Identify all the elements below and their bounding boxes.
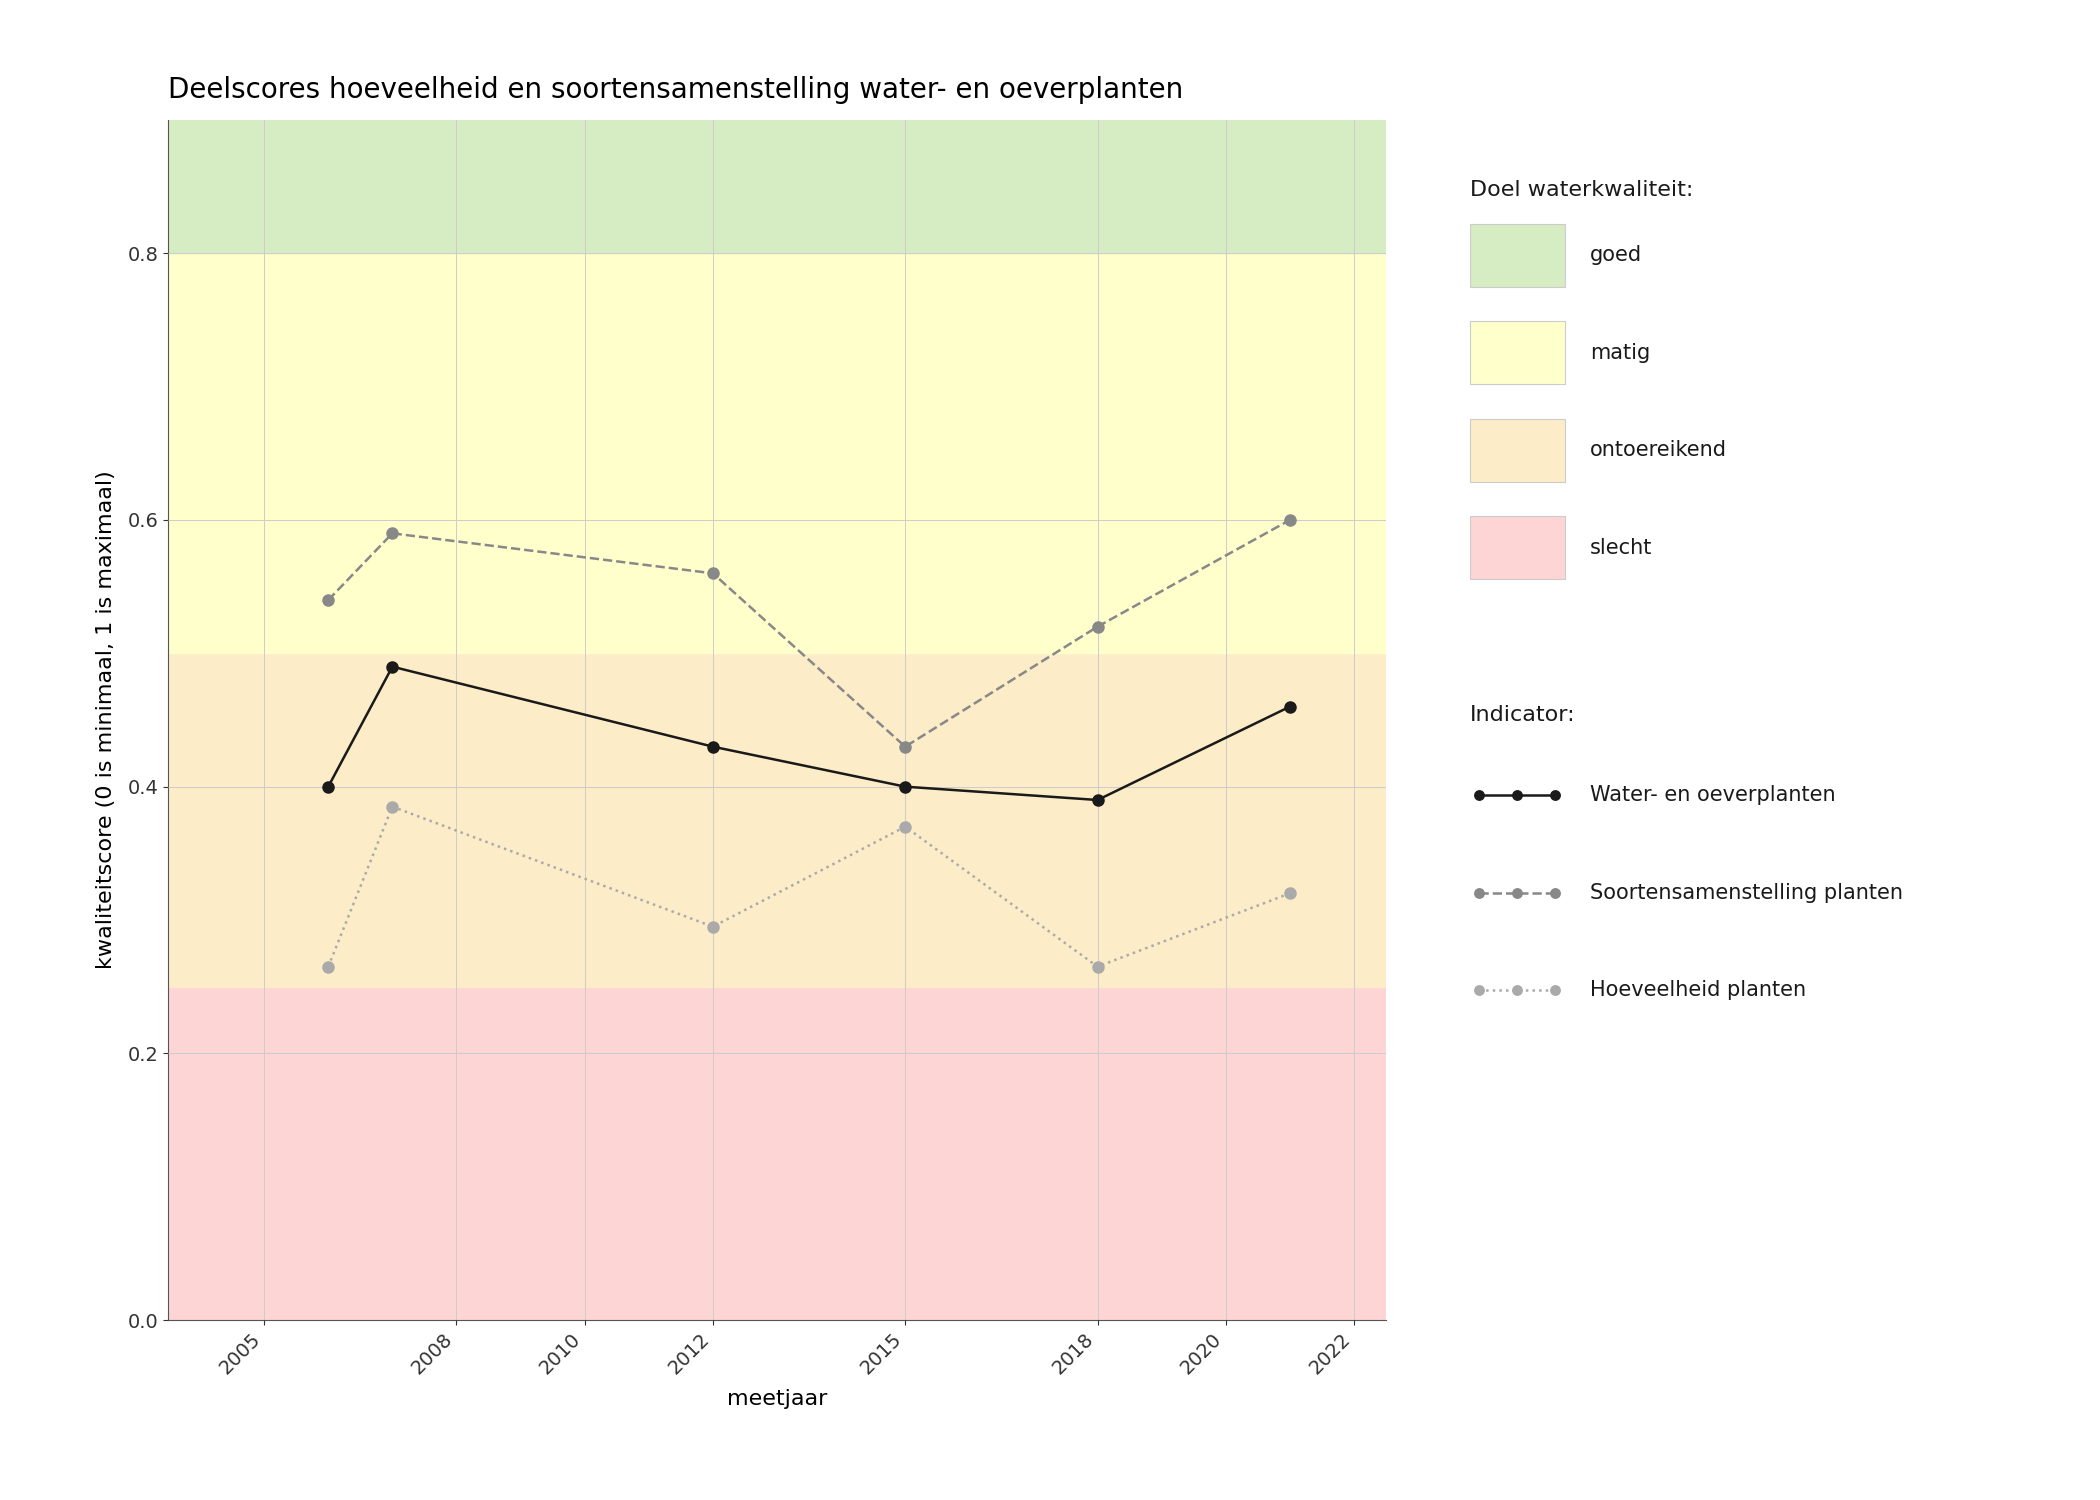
Text: Doel waterkwaliteit:: Doel waterkwaliteit: <box>1470 180 1693 200</box>
Bar <box>168 120 1386 254</box>
Text: slecht: slecht <box>1590 537 1653 558</box>
Text: Soortensamenstelling planten: Soortensamenstelling planten <box>1590 882 1903 903</box>
Bar <box>168 987 1386 1320</box>
X-axis label: meetjaar: meetjaar <box>727 1389 827 1410</box>
Text: Water- en oeverplanten: Water- en oeverplanten <box>1590 784 1835 806</box>
Text: ontoereikend: ontoereikend <box>1590 440 1726 460</box>
Text: Deelscores hoeveelheid en soortensamenstelling water- en oeverplanten: Deelscores hoeveelheid en soortensamenst… <box>168 76 1182 104</box>
Bar <box>168 254 1386 654</box>
Bar <box>168 654 1386 987</box>
Text: matig: matig <box>1590 342 1651 363</box>
Text: goed: goed <box>1590 244 1642 266</box>
Text: Hoeveelheid planten: Hoeveelheid planten <box>1590 980 1806 1000</box>
Y-axis label: kwaliteitscore (0 is minimaal, 1 is maximaal): kwaliteitscore (0 is minimaal, 1 is maxi… <box>97 471 116 969</box>
Text: Indicator:: Indicator: <box>1470 705 1575 724</box>
